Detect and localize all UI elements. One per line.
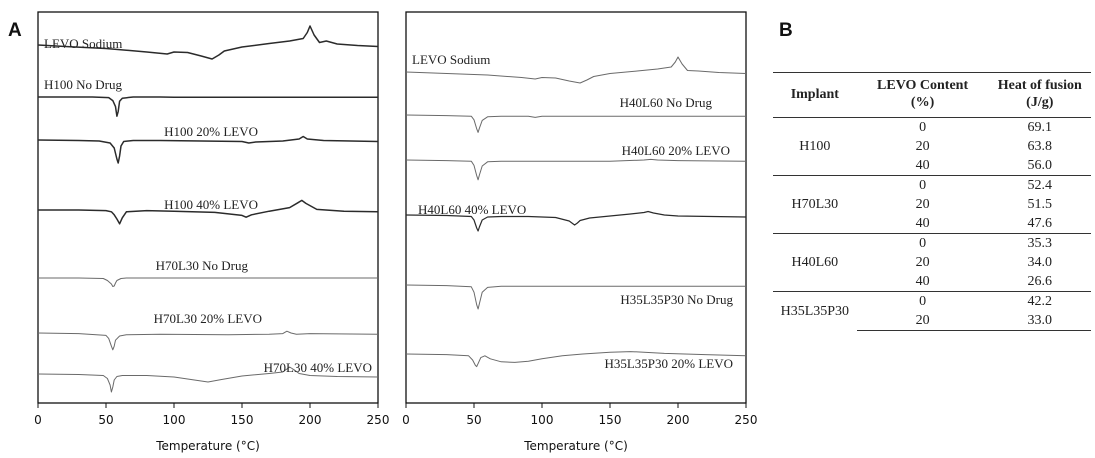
heat-of-fusion-cell: 26.6: [1027, 274, 1053, 289]
dsc-trace-right-5: [405, 284, 746, 310]
table-header-row: Implant LEVO Content (%) Heat of fusion (J…: [773, 72, 1091, 118]
dsc-trace-right-4: [405, 210, 747, 232]
x-tick-label: 0: [402, 413, 410, 427]
heat-of-fusion-cell: 34.0: [1027, 255, 1053, 270]
implant-cell: H70L30: [773, 175, 857, 234]
trace-label-right-4: H40L60 40% LEVO: [418, 202, 526, 217]
dsc-trace-right-1: [405, 56, 747, 84]
plot-frame: [37, 11, 379, 404]
table-row: H100 0 69.1: [773, 117, 1091, 176]
heat-of-fusion-table-panel: Implant LEVO Content (%) Heat of fusion (J…: [773, 72, 1093, 331]
dsc-trace-left-3: [37, 135, 379, 164]
header-levo-content: LEVO Content (%): [856, 72, 989, 118]
dsc-trace-left-5: [38, 277, 378, 287]
table-row: 20 63.8: [773, 137, 1091, 156]
x-tick-label: 200: [299, 413, 322, 427]
heat-of-fusion-cell: 56.0: [1027, 158, 1053, 173]
heat-of-fusion-cell: 69.1: [988, 117, 1091, 137]
table-row: H70L30 0 52.4: [773, 175, 1091, 234]
trace-label-left-7: H70L30 40% LEVO: [264, 360, 372, 375]
trace-label-left-1: LEVO Sodium: [44, 36, 122, 51]
levo-content-cell: 0: [856, 117, 989, 137]
trace-label-right-6: H35L35P30 20% LEVO: [604, 356, 733, 371]
levo-content-cell: 0: [856, 175, 989, 195]
heat-of-fusion-cell: 35.3: [988, 233, 1091, 253]
trace-label-left-2: H100 No Drug: [44, 77, 122, 92]
levo-content-cell: 40: [915, 158, 930, 173]
x-tick-label: 100: [163, 413, 186, 427]
table-row: H40L60 0 35.3: [773, 233, 1091, 292]
x-tick-label: 250: [367, 413, 390, 427]
table-body: H100 0 69.1 20 63.8 40 56.0 H70L30 0 52.4 20 51.5 40…: [773, 117, 1091, 331]
panel-label-a: A: [8, 20, 22, 41]
levo-content-cell: 40: [915, 274, 930, 289]
dsc-trace-left-1: [37, 25, 379, 60]
panel-label-b: B: [779, 20, 793, 41]
x-tick-label: 150: [599, 413, 622, 427]
levo-content-cell: 20: [915, 255, 930, 270]
levo-content-cell: 20: [856, 311, 989, 331]
table-row: 40 56.0: [773, 156, 1091, 176]
x-axis-title: Temperature (°C): [155, 439, 260, 453]
table-row: H35L35P30 0 42.2: [773, 291, 1091, 331]
dsc-trace-left-7: [37, 366, 379, 393]
dsc-trace-left-2: [38, 96, 378, 117]
heat-of-fusion-table: Implant LEVO Content (%) Heat of fusion (J…: [773, 72, 1091, 331]
trace-label-right-5: H35L35P30 No Drug: [620, 292, 733, 307]
heat-of-fusion-cell: 51.5: [1027, 197, 1053, 212]
trace-label-right-3: H40L60 20% LEVO: [622, 143, 730, 158]
dsc-plot-right: 0 50 100 150 200 250 Temperature (°C) LEVO Sodi…: [402, 11, 758, 453]
trace-label-left-5: H70L30 No Drug: [156, 258, 249, 273]
table-row: 20 51.5: [773, 195, 1091, 214]
trace-label-right-2: H40L60 No Drug: [620, 95, 713, 110]
x-tick-label: 200: [667, 413, 690, 427]
x-tick-label: 250: [735, 413, 758, 427]
dsc-plot-left: 0 50 100 150 200 250 Temperature (°C) LEVO Sodi…: [34, 11, 390, 453]
levo-content-cell: 0: [856, 233, 989, 253]
x-tick-label: 50: [466, 413, 481, 427]
table-row: 20 33.0: [773, 311, 1091, 331]
levo-content-cell: 0: [856, 291, 989, 311]
dsc-trace-left-4: [38, 199, 379, 225]
trace-label-left-3: H100 20% LEVO: [164, 124, 258, 139]
table-row: 40 47.6: [773, 214, 1091, 234]
implant-cell: H35L35P30: [773, 291, 857, 331]
x-tick-label: 50: [98, 413, 113, 427]
heat-of-fusion-cell: 47.6: [1027, 216, 1053, 231]
x-axis-title: Temperature (°C): [523, 439, 628, 453]
implant-cell: H40L60: [773, 233, 857, 292]
table-row: 40 26.6: [773, 272, 1091, 292]
x-tick-label: 0: [34, 413, 42, 427]
implant-cell: H100: [773, 117, 857, 176]
x-tick-label: 150: [231, 413, 254, 427]
trace-label-left-6: H70L30 20% LEVO: [154, 311, 262, 326]
header-implant: Implant: [773, 72, 857, 118]
levo-content-cell: 40: [915, 216, 930, 231]
header-heat-of-fusion: Heat of fusion (J/g): [988, 72, 1091, 118]
dsc-trace-right-2: [405, 114, 746, 133]
trace-label-right-1: LEVO Sodium: [412, 52, 490, 67]
dsc-trace-left-6: [37, 330, 379, 351]
x-tick-label: 100: [531, 413, 554, 427]
heat-of-fusion-cell: 42.2: [988, 291, 1091, 311]
trace-label-left-4: H100 40% LEVO: [164, 197, 258, 212]
heat-of-fusion-cell: 63.8: [1027, 139, 1053, 154]
heat-of-fusion-cell: 52.4: [988, 175, 1091, 195]
levo-content-cell: 20: [915, 139, 930, 154]
dsc-trace-right-3: [405, 158, 747, 181]
dsc-trace-right-6: [405, 351, 747, 368]
table-row: 20 34.0: [773, 253, 1091, 272]
levo-content-cell: 20: [915, 197, 930, 212]
plot-frame: [405, 11, 747, 404]
heat-of-fusion-cell: 33.0: [988, 311, 1091, 331]
